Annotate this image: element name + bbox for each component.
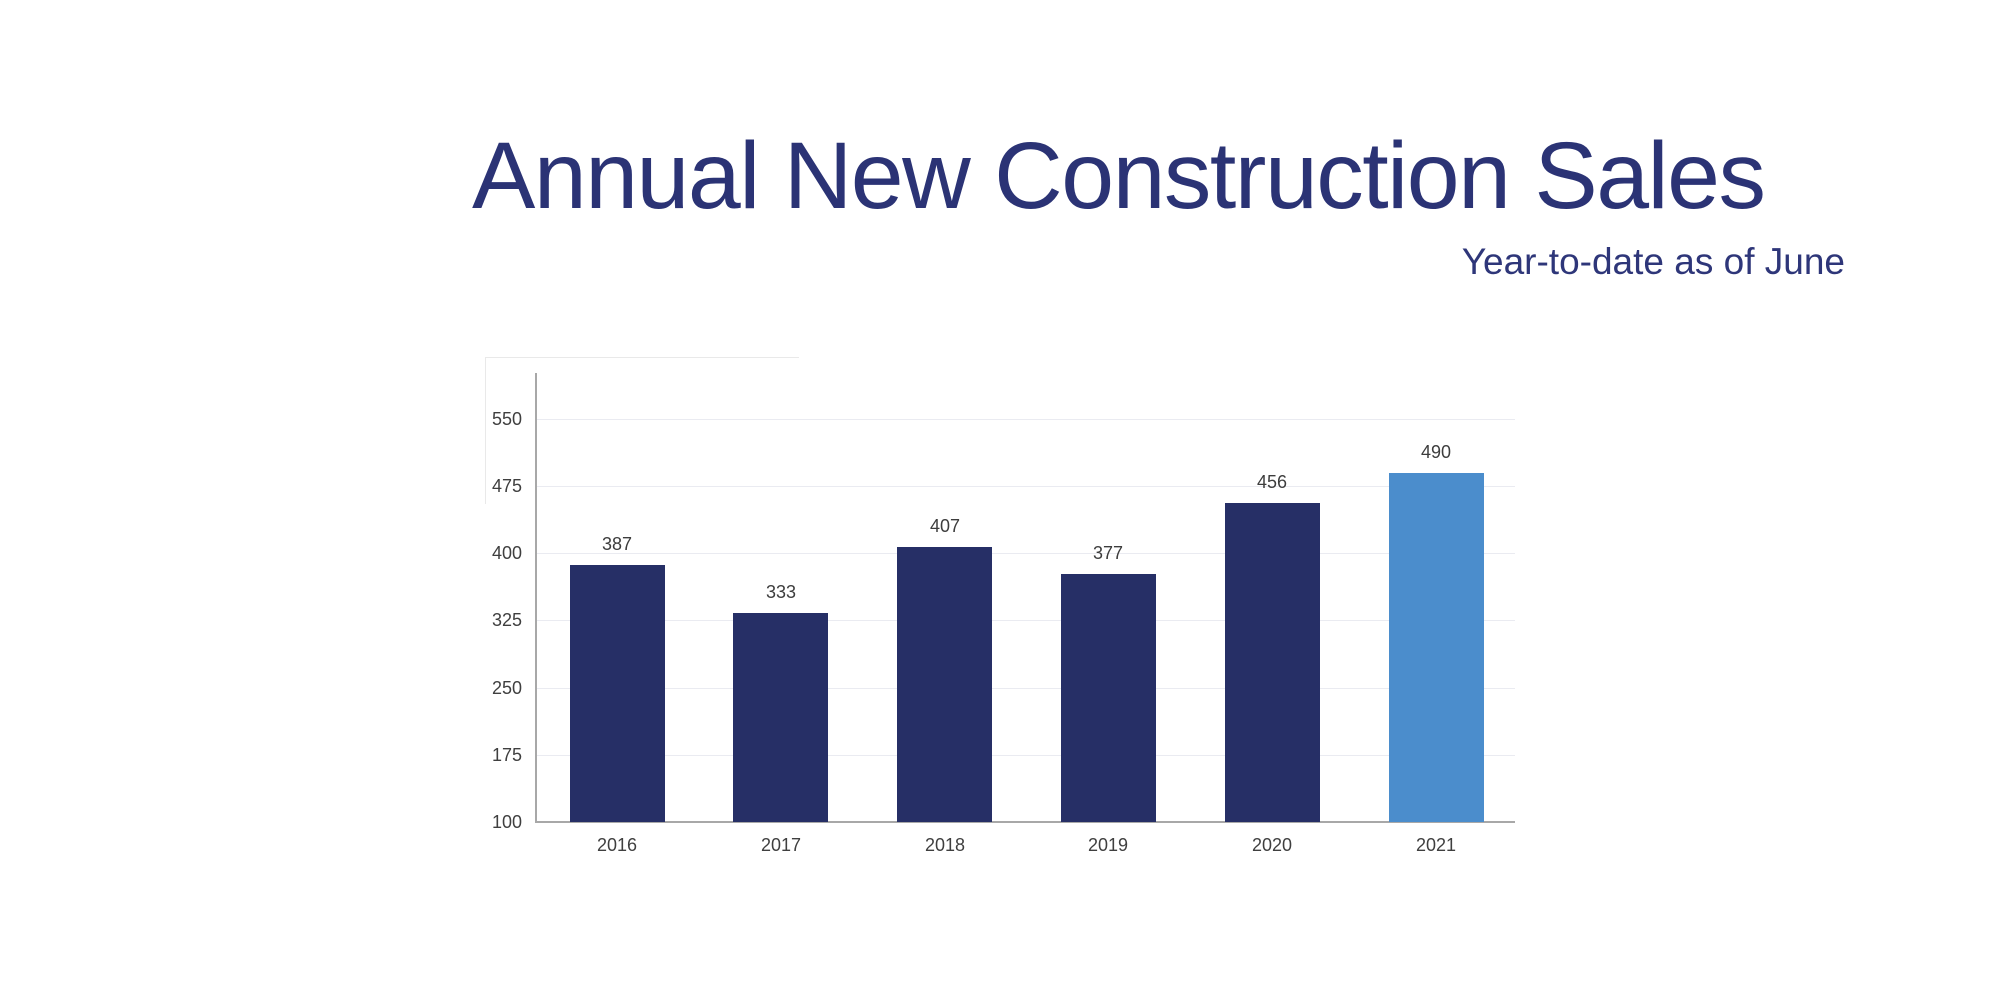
bar-2018	[897, 547, 992, 822]
bar-value-label-2019: 377	[1092, 543, 1124, 563]
bar-value-label-2018: 407	[929, 516, 961, 536]
x-axis-tick-label-2016: 2016	[596, 835, 638, 855]
y-axis-tick-label: 550	[491, 409, 522, 429]
bar-value-label-2021: 490	[1420, 442, 1452, 462]
y-gridline	[535, 620, 1515, 621]
plot-artifact-rectangle	[485, 357, 799, 504]
y-gridline	[535, 419, 1515, 420]
bar-2017	[733, 613, 828, 822]
chart-title: Annual New Construction Sales	[472, 123, 1766, 229]
y-gridline	[535, 553, 1515, 554]
y-axis-line	[535, 373, 537, 822]
x-axis-line	[535, 821, 1515, 823]
x-axis-tick-label-2018: 2018	[924, 835, 966, 855]
x-axis-tick-label-2021: 2021	[1415, 835, 1457, 855]
bar-2019	[1061, 574, 1156, 822]
y-gridline	[535, 755, 1515, 756]
x-axis-tick-label-2017: 2017	[760, 835, 802, 855]
y-axis-tick-label: 400	[491, 543, 522, 563]
y-gridline	[535, 486, 1515, 487]
bar-value-label-2017: 333	[765, 582, 797, 602]
bar-2020	[1225, 503, 1320, 822]
bar-2021	[1389, 473, 1484, 822]
y-axis-tick-label: 100	[491, 812, 522, 832]
y-axis-tick-label: 475	[491, 476, 522, 496]
y-axis-tick-label: 250	[491, 678, 522, 698]
y-axis-tick-label: 175	[491, 745, 522, 765]
chart-subtitle: Year-to-date as of June	[1461, 241, 1845, 282]
bar-2016	[570, 565, 665, 822]
x-axis-tick-label-2020: 2020	[1251, 835, 1293, 855]
y-gridline	[535, 688, 1515, 689]
bar-value-label-2020: 456	[1256, 472, 1288, 492]
x-axis-tick-label-2019: 2019	[1087, 835, 1129, 855]
bar-value-label-2016: 387	[601, 534, 633, 554]
y-axis-tick-label: 325	[491, 610, 522, 630]
